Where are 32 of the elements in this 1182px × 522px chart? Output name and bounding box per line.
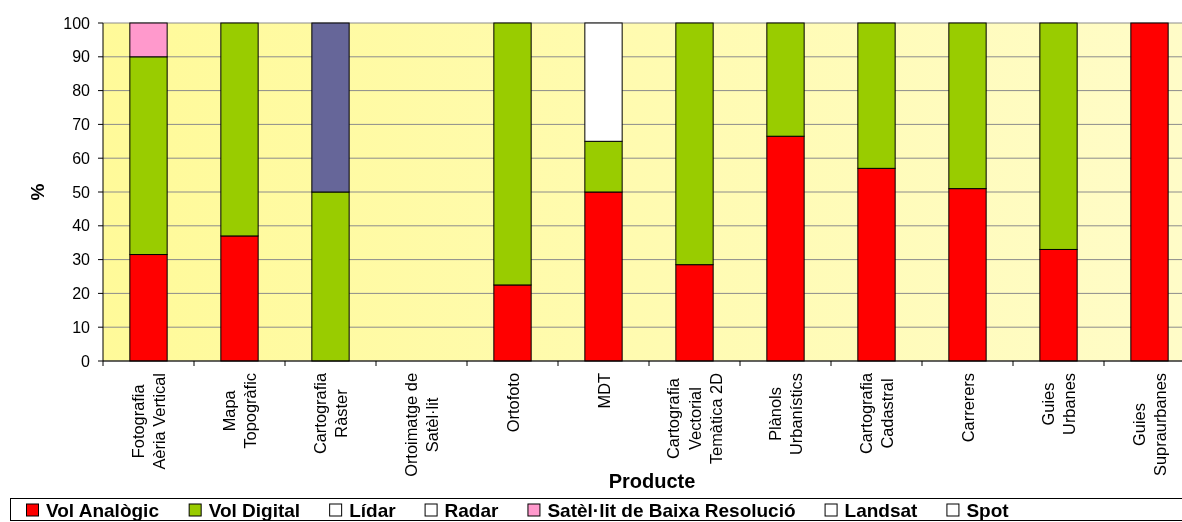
legend-label: Radar: [444, 499, 500, 521]
x-tick-label: Cartografia Ràster: [310, 372, 351, 455]
legend-label: Satèl·lit de Baixa Resolució: [547, 499, 796, 521]
y-tick-label: 0: [81, 352, 91, 370]
legend-label: Vol Digital: [208, 499, 301, 521]
x-tick-label: MDT: [594, 372, 613, 409]
x-axis-title: Producte: [608, 470, 696, 492]
y-tick-label: 50: [72, 183, 91, 201]
x-tick-label: Ortoimatge de Satèl·lit: [401, 373, 442, 477]
x-tick-label: Carrerers: [958, 373, 977, 443]
legend-label: Vol Analògic: [46, 499, 160, 521]
y-tick-label: 60: [72, 149, 91, 167]
x-tick-label: Ortofoto: [503, 373, 522, 433]
x-tick-label: Guies Urbanes: [1038, 373, 1079, 435]
x-tick-label: Mapa Topogràfic: [219, 373, 260, 449]
legend-label: Spot: [966, 499, 1010, 521]
x-tick-label: Fotografia Aèria Vertical: [128, 372, 169, 470]
x-tick-label: Plànols Urbanístics: [765, 373, 806, 455]
y-tick-label: 70: [72, 115, 91, 133]
y-tick-label: 30: [72, 251, 91, 269]
x-tick-label: Cartografia Vectorial Temàtica 2D: [664, 372, 725, 465]
y-axis-title: %: [26, 183, 48, 201]
y-tick-label: 10: [72, 318, 91, 336]
y-tick-label: 80: [72, 82, 91, 100]
y-tick-label: 100: [63, 14, 91, 32]
legend-label: Lídar: [349, 499, 397, 521]
y-tick-label: 40: [72, 217, 91, 235]
x-tick-label: Cartografia Cadastral: [856, 372, 897, 455]
x-tick-label: Guies Supraurbanes: [1129, 372, 1170, 476]
legend-label: Landsat: [844, 499, 919, 521]
y-tick-label: 90: [72, 48, 91, 66]
y-tick-label: 20: [72, 284, 91, 302]
